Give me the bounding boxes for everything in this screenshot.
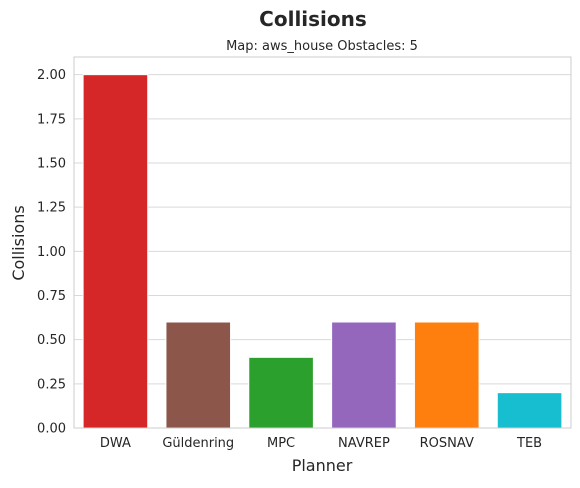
grid-lines — [74, 74, 571, 429]
y-tick-label: 1.50 — [37, 157, 66, 172]
plot-area-frame — [73, 56, 572, 429]
chart-subtitle: Map: aws_house Obstacles: 5 — [226, 39, 418, 54]
bars — [82, 74, 563, 429]
bar-teb — [496, 392, 563, 429]
y-tick-label: 0.25 — [37, 377, 66, 392]
x-axis-label: Planner — [292, 456, 353, 475]
x-tick-label: TEB — [516, 436, 542, 451]
y-tick-label: 0.50 — [37, 333, 66, 348]
y-axis-label: Collisions — [9, 205, 28, 280]
y-tick-label: 0.75 — [37, 289, 66, 304]
x-tick-labels: DWA Güldenring MPC NAVREP ROSNAV TEB — [100, 436, 542, 451]
y-tick-label: 1.25 — [37, 201, 66, 216]
x-tick-label: NAVREP — [338, 436, 390, 451]
chart-title: Collisions — [259, 7, 367, 31]
x-tick-label: DWA — [100, 436, 131, 451]
y-tick-label: 2.00 — [37, 68, 66, 83]
bar-rosnav — [413, 321, 480, 429]
y-tick-label: 0.00 — [37, 422, 66, 437]
bar-navrep — [331, 321, 397, 429]
bar-dwa — [82, 74, 149, 429]
x-tick-label: ROSNAV — [420, 436, 474, 451]
y-tick-label: 1.75 — [37, 112, 66, 127]
x-tick-label: Güldenring — [162, 436, 234, 451]
y-tick-labels: 0.00 0.25 0.50 0.75 1.00 1.25 1.50 1.75 2.00 — [37, 68, 66, 436]
bar-g-ldenring — [165, 321, 232, 429]
y-tick-label: 1.00 — [37, 245, 66, 260]
x-tick-label: MPC — [267, 436, 295, 451]
bar-mpc — [248, 356, 314, 429]
